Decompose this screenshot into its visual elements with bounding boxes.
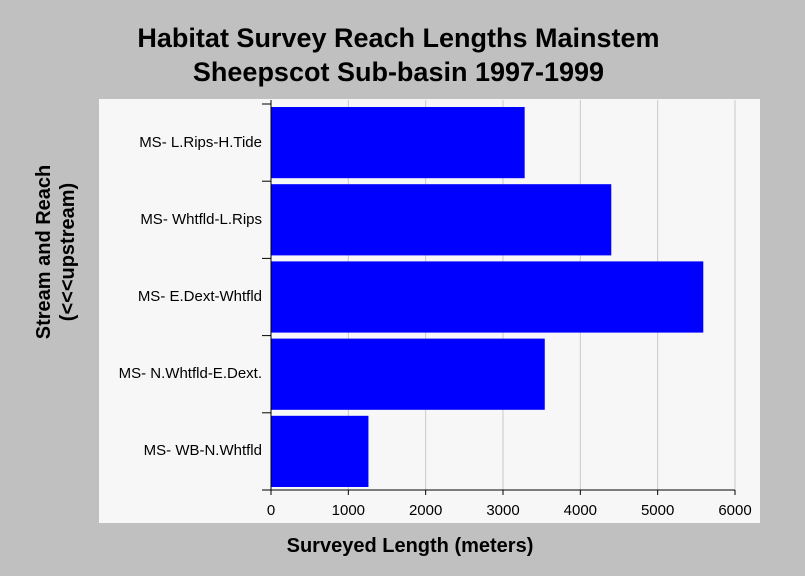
- x-tick-label: 0: [267, 502, 275, 519]
- bar-1: [271, 107, 525, 179]
- category-label: MS- WB-N.Whtfld: [143, 442, 262, 460]
- bar-2: [271, 184, 612, 256]
- category-label: MS- N.Whtfld-E.Dext.: [118, 365, 262, 383]
- chart-title-line-1: Habitat Survey Reach Lengths Mainstem: [137, 23, 660, 53]
- bar-3: [271, 261, 704, 333]
- x-tick-label: 4000: [564, 502, 597, 519]
- category-label: MS- Whtfld-L.Rips: [140, 210, 262, 228]
- x-tick-label: 5000: [641, 502, 674, 519]
- x-tick-label: 1000: [332, 502, 365, 519]
- x-tick-label: 6000: [718, 502, 751, 519]
- x-tick-label: 2000: [409, 502, 442, 519]
- x-tick-label: 3000: [486, 502, 519, 519]
- bar-5: [271, 415, 369, 487]
- x-axis-label: Surveyed Length (meters): [286, 535, 534, 557]
- chart-title-line-2: Sheepscot Sub-basin 1997-1999: [192, 57, 605, 87]
- category-label: MS- E.Dext-Whtfld: [137, 288, 262, 305]
- category-label: MS- L.Rips-H.Tide: [139, 133, 262, 151]
- bar-4: [271, 338, 545, 410]
